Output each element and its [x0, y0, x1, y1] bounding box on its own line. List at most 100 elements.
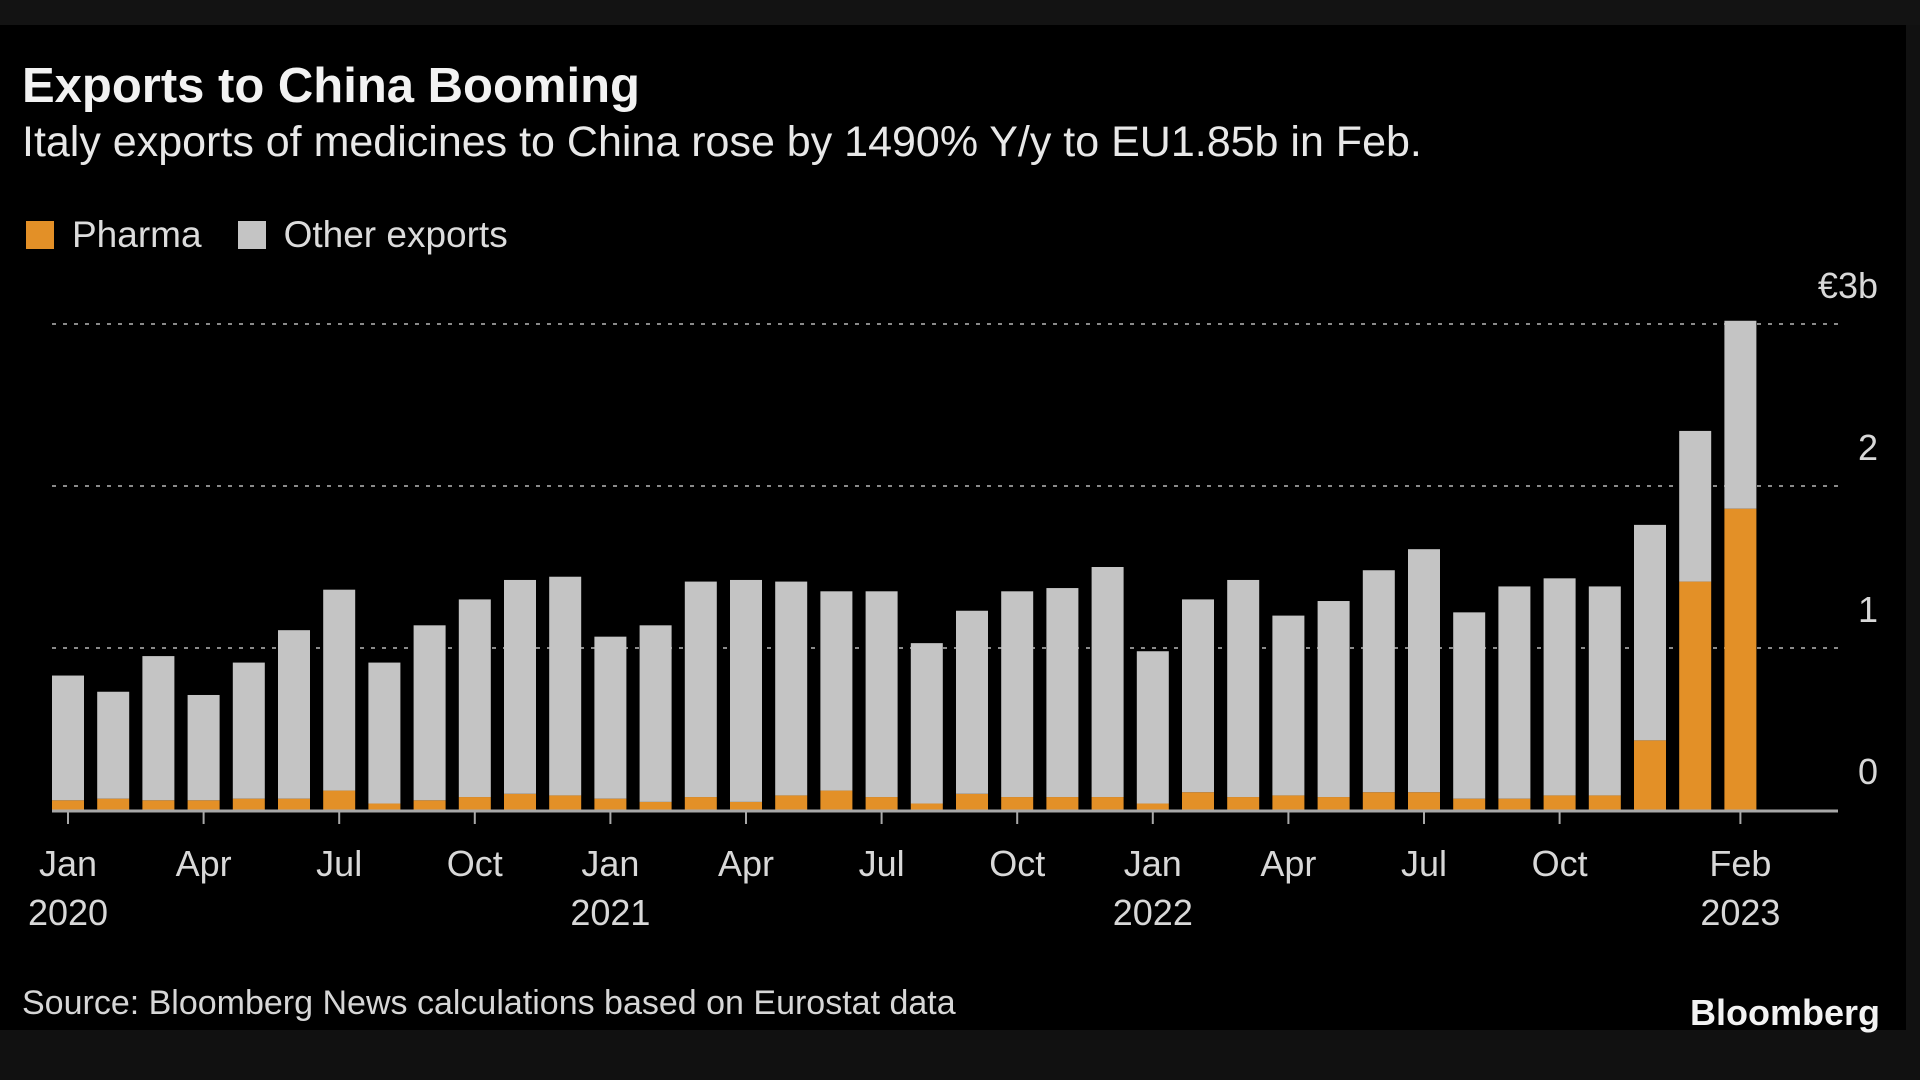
- bloomberg-logo: Bloomberg: [1689, 992, 1880, 1033]
- bar-other-exports-2022-06: [1362, 570, 1395, 793]
- bar-pharma-2022-04: [1272, 795, 1305, 810]
- y-tick-label: €3b: [1818, 265, 1878, 306]
- x-tick-label-month: Feb: [1709, 843, 1771, 884]
- x-tick-label-month: Oct: [989, 843, 1045, 884]
- chart-panel: [0, 25, 1906, 1030]
- bar-other-exports-2020-08: [368, 662, 401, 804]
- bar-pharma-2020-06: [278, 798, 310, 810]
- x-tick-label-month: Jan: [581, 843, 639, 884]
- y-tick-label: 0: [1858, 751, 1878, 792]
- bar-other-exports-2020-04: [187, 694, 220, 801]
- bar-other-exports-2022-09: [1498, 586, 1531, 799]
- bar-pharma-2020-12: [549, 795, 582, 810]
- bar-other-exports-2022-02: [1182, 599, 1214, 793]
- bar-other-exports-2020-05: [232, 662, 265, 799]
- bar-other-exports-2021-06: [820, 591, 853, 791]
- x-tick-label-year: 2022: [1113, 892, 1193, 933]
- bar-other-exports-2021-08: [910, 643, 943, 804]
- source-note: Source: Bloomberg News calculations base…: [22, 984, 956, 1022]
- bar-other-exports-2020-09: [413, 625, 446, 801]
- bar-pharma-2021-12: [1091, 797, 1124, 810]
- bar-other-exports-2020-01: [52, 675, 84, 801]
- bar-pharma-2022-09: [1498, 798, 1531, 810]
- bar-pharma-2020-11: [504, 793, 536, 810]
- x-tick-label-month: Apr: [176, 843, 232, 884]
- bar-other-exports-2020-06: [278, 630, 310, 799]
- x-tick-label-month: Apr: [718, 843, 774, 884]
- legend-label-pharma: Pharma: [72, 214, 202, 255]
- x-tick-label-month: Jul: [316, 843, 362, 884]
- y-tick-label: 2: [1858, 427, 1878, 468]
- legend-swatch-other-exports: [237, 221, 266, 249]
- bar-other-exports-2023-02: [1724, 320, 1757, 509]
- bar-pharma-2022-03: [1227, 797, 1260, 810]
- x-tick-label-year: 2021: [570, 892, 650, 933]
- bar-pharma-2020-03: [142, 800, 175, 810]
- bar-other-exports-2022-11: [1588, 586, 1621, 796]
- x-tick-label-month: Oct: [447, 843, 503, 884]
- bar-pharma-2021-03: [684, 797, 717, 810]
- bar-pharma-2022-01: [1136, 803, 1169, 810]
- bar-pharma-2022-08: [1453, 798, 1486, 810]
- bar-pharma-2020-08: [368, 803, 401, 810]
- bar-other-exports-2021-09: [956, 610, 988, 794]
- bar-pharma-2022-11: [1588, 795, 1621, 810]
- bar-other-exports-2022-08: [1453, 612, 1486, 799]
- bar-other-exports-2022-04: [1272, 615, 1305, 796]
- x-tick-label-month: Jul: [859, 843, 905, 884]
- top-band: [0, 0, 1920, 25]
- bar-other-exports-2022-07: [1408, 549, 1440, 793]
- bar-pharma-2022-02: [1182, 792, 1214, 810]
- bar-pharma-2021-10: [1001, 797, 1034, 810]
- bar-pharma-2022-12: [1634, 740, 1666, 810]
- bar-pharma-2020-05: [232, 798, 265, 810]
- legend-item-other-exports: Other exports: [237, 214, 508, 256]
- bar-pharma-2022-05: [1317, 797, 1350, 810]
- x-tick-label-month: Jan: [1124, 843, 1182, 884]
- bar-pharma-2022-07: [1408, 792, 1440, 810]
- bar-other-exports-2021-02: [639, 625, 672, 802]
- x-tick-label-month: Oct: [1532, 843, 1588, 884]
- x-tick-label-month: Apr: [1260, 843, 1316, 884]
- bar-pharma-2020-07: [323, 790, 356, 810]
- bar-other-exports-2021-11: [1046, 588, 1079, 798]
- bar-pharma-2021-01: [594, 798, 627, 810]
- y-tick-label: 1: [1858, 589, 1878, 630]
- x-tick-label-year: 2020: [28, 892, 108, 933]
- bar-other-exports-2020-03: [142, 656, 175, 801]
- chart-subtitle: Italy exports of medicines to China rose…: [22, 118, 1422, 166]
- bar-other-exports-2021-12: [1091, 567, 1124, 798]
- bar-pharma-2021-11: [1046, 797, 1079, 810]
- bar-pharma-2020-09: [413, 800, 446, 810]
- bar-other-exports-2023-01: [1679, 430, 1712, 582]
- bar-pharma-2020-01: [52, 800, 84, 810]
- bar-other-exports-2022-05: [1317, 601, 1350, 798]
- bar-pharma-2022-06: [1362, 792, 1395, 810]
- bar-other-exports-2020-11: [504, 579, 536, 794]
- bar-other-exports-2021-10: [1001, 591, 1034, 798]
- bar-pharma-2021-08: [910, 803, 943, 810]
- bar-pharma-2021-04: [730, 801, 762, 810]
- bar-other-exports-2020-10: [458, 599, 491, 798]
- bar-other-exports-2022-10: [1543, 578, 1576, 796]
- x-tick-label-month: Jul: [1401, 843, 1447, 884]
- bar-pharma-2021-06: [820, 790, 853, 810]
- bar-other-exports-2022-03: [1227, 579, 1260, 798]
- bar-other-exports-2020-07: [323, 589, 356, 791]
- legend-swatch-pharma: [26, 221, 54, 249]
- x-tick-label-year: 2023: [1700, 892, 1780, 933]
- bar-pharma-2020-10: [458, 797, 491, 810]
- bar-other-exports-2022-01: [1136, 651, 1169, 804]
- bar-pharma-2022-10: [1543, 795, 1576, 810]
- bar-other-exports-2020-02: [97, 691, 130, 799]
- legend-item-pharma: Pharma: [26, 214, 202, 256]
- bar-pharma-2021-07: [865, 797, 898, 810]
- bar-other-exports-2020-12: [549, 576, 582, 796]
- chart-title: Exports to China Booming: [22, 59, 640, 113]
- bar-other-exports-2022-12: [1634, 524, 1666, 741]
- bar-pharma-2020-02: [97, 798, 130, 810]
- bar-pharma-2020-04: [187, 800, 220, 810]
- bar-other-exports-2021-05: [775, 581, 808, 796]
- bar-other-exports-2021-03: [684, 581, 717, 798]
- bar-pharma-2021-02: [639, 801, 672, 810]
